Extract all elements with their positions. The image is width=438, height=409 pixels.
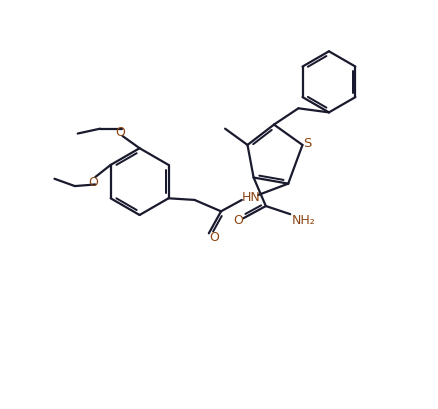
- Text: S: S: [303, 137, 311, 150]
- Text: O: O: [88, 175, 98, 188]
- Text: O: O: [210, 231, 219, 243]
- Text: O: O: [233, 214, 243, 227]
- Text: HN: HN: [241, 191, 260, 204]
- Text: NH₂: NH₂: [292, 213, 316, 226]
- Text: O: O: [115, 126, 125, 139]
